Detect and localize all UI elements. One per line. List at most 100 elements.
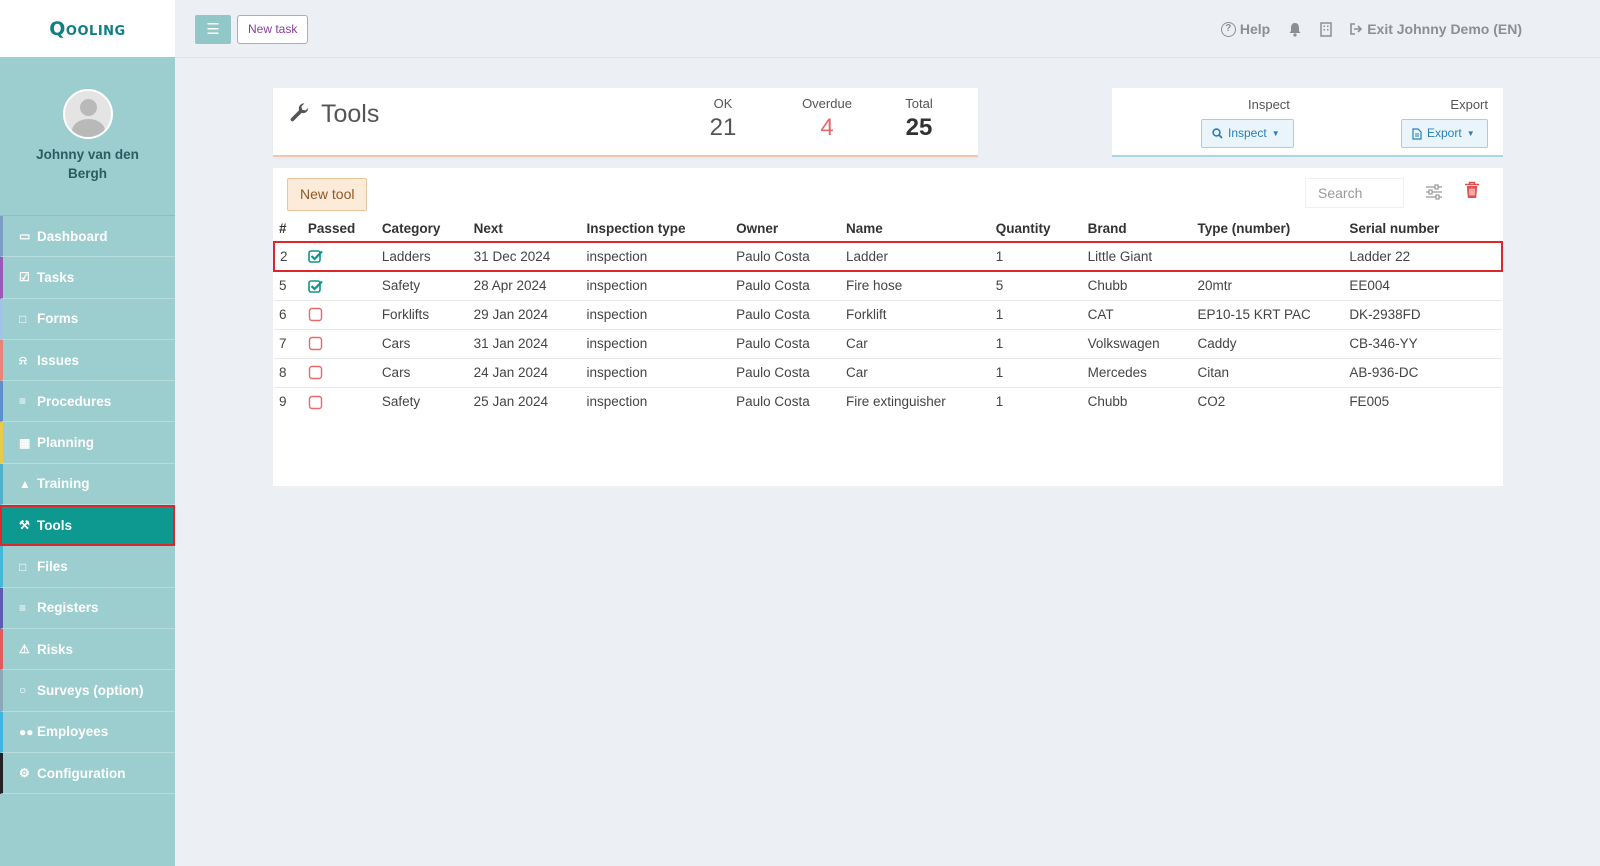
unchecked-checkbox-icon[interactable] bbox=[308, 336, 323, 351]
column-header[interactable]: Owner bbox=[736, 221, 779, 236]
stat-overdue-value: 4 bbox=[820, 114, 834, 141]
column-header[interactable]: Quantity bbox=[995, 221, 1051, 236]
sidebar-item-registers[interactable]: ≡ Registers bbox=[0, 587, 175, 629]
sidebar-item-training[interactable]: ▲ Training bbox=[0, 463, 175, 506]
table-row[interactable]: 2 Ladders 31 Dec 2024 inspection Paulo Costa… bbox=[273, 241, 1503, 272]
serial-cell: EE004 bbox=[1344, 270, 1502, 300]
table-header-row: # Passed Category Next Inspection type Owner N… bbox=[274, 216, 1502, 242]
inspection-type-cell: inspection bbox=[581, 328, 732, 358]
quantity-cell: 1 bbox=[990, 357, 1083, 387]
sidebar-item-issues[interactable]: ⍾ Issues bbox=[0, 339, 175, 382]
unchecked-checkbox-icon[interactable] bbox=[308, 365, 323, 380]
column-header[interactable]: Inspection type bbox=[586, 221, 686, 236]
notifications-button[interactable] bbox=[1288, 22, 1302, 37]
sidebar-item-label: Tools bbox=[37, 517, 72, 533]
table-row[interactable]: 6 Forklifts 29 Jan 2024 inspection Paulo Cos… bbox=[274, 299, 1502, 329]
sliders-icon[interactable] bbox=[1425, 183, 1443, 201]
sidebar-item-label: Forms bbox=[37, 311, 79, 327]
sidebar-item-dashboard[interactable]: ▭ Dashboard bbox=[0, 216, 175, 258]
inspect-button[interactable]: Inspect ▼ bbox=[1201, 119, 1294, 148]
unchecked-checkbox-icon[interactable] bbox=[308, 307, 323, 322]
exit-link[interactable]: Exit Johnny Demo (EN) bbox=[1350, 21, 1522, 37]
sidebar-item-label: Configuration bbox=[37, 765, 126, 781]
tools-panel: New tool # Passed Category Next Inspection t… bbox=[273, 168, 1503, 486]
stat-ok[interactable]: OK 21 bbox=[683, 96, 763, 142]
bell-icon: ⍾ bbox=[19, 352, 27, 367]
sidebar-item-label: Issues bbox=[37, 352, 80, 368]
category-cell: Safety bbox=[376, 386, 469, 416]
logo[interactable]: Qooling bbox=[49, 17, 126, 40]
type-number-cell: Citan bbox=[1192, 357, 1345, 387]
hamburger-icon: ☰ bbox=[206, 21, 220, 38]
column-header[interactable]: # bbox=[279, 221, 287, 236]
passed-cell bbox=[302, 241, 377, 272]
passed-cell bbox=[302, 299, 377, 329]
sidebar-item-tools[interactable]: ⚒ Tools bbox=[0, 505, 175, 547]
column-header[interactable]: Category bbox=[381, 221, 441, 236]
stat-total-value: 25 bbox=[905, 114, 933, 141]
logo-area[interactable]: Qooling bbox=[0, 0, 175, 57]
help-link[interactable]: ? Help bbox=[1220, 21, 1270, 37]
table-row[interactable]: 5 Safety 28 Apr 2024 inspection Paulo Costa F… bbox=[274, 270, 1502, 300]
search-input[interactable] bbox=[1305, 178, 1404, 208]
building-icon bbox=[1320, 21, 1332, 37]
column-header[interactable]: Passed bbox=[307, 221, 356, 236]
trash-icon[interactable] bbox=[1464, 181, 1480, 199]
sidebar-item-label: Employees bbox=[37, 724, 109, 740]
quantity-cell: 5 bbox=[990, 270, 1083, 300]
stat-ok-label: OK bbox=[713, 96, 733, 111]
sidebar-item-planning[interactable]: ▦ Planning bbox=[0, 422, 175, 464]
menu-toggle-button[interactable]: ☰ bbox=[195, 15, 231, 44]
sidebar-nav: ▭ Dashboard ☑ Tasks □ Forms ⍾ Issues ≡ Procedures… bbox=[0, 216, 175, 795]
user-name: Johnny van den Bergh bbox=[36, 147, 139, 181]
brand-cell: Chubb bbox=[1082, 270, 1193, 300]
stat-overdue[interactable]: Overdue 4 bbox=[787, 96, 867, 142]
sidebar-item-forms[interactable]: □ Forms bbox=[0, 298, 175, 340]
column-header[interactable]: Name bbox=[846, 221, 883, 236]
column-header[interactable]: Type (number) bbox=[1197, 221, 1291, 236]
stat-total[interactable]: Total 25 bbox=[879, 96, 959, 142]
next-cell: 28 Apr 2024 bbox=[468, 270, 582, 300]
sidebar-item-employees[interactable]: ●● Employees bbox=[0, 711, 175, 753]
type-number-cell: 20mtr bbox=[1192, 270, 1345, 300]
document-icon bbox=[1412, 127, 1422, 140]
brand-cell: Volkswagen bbox=[1082, 328, 1193, 358]
type-number-cell: CO2 bbox=[1192, 386, 1345, 416]
column-header[interactable]: Next bbox=[473, 221, 503, 236]
num-cell: 6 bbox=[274, 299, 303, 329]
sidebar-item-procedures[interactable]: ≡ Procedures bbox=[0, 381, 175, 423]
column-header[interactable]: Serial number bbox=[1349, 221, 1440, 236]
checked-checkbox-icon[interactable] bbox=[308, 279, 323, 294]
table-row[interactable]: 9 Safety 25 Jan 2024 inspection Paulo Costa F… bbox=[274, 386, 1502, 416]
sidebar-item-tasks[interactable]: ☑ Tasks bbox=[0, 257, 175, 299]
building-button[interactable] bbox=[1320, 21, 1332, 37]
table-row[interactable]: 7 Cars 31 Jan 2024 inspection Paulo Costa Car… bbox=[274, 328, 1502, 358]
owner-cell: Paulo Costa bbox=[731, 270, 841, 300]
category-cell: Safety bbox=[376, 270, 469, 300]
sidebar-item-files[interactable]: □ Files bbox=[0, 546, 175, 588]
file-icon: □ bbox=[19, 311, 27, 326]
unchecked-checkbox-icon[interactable] bbox=[308, 395, 323, 410]
quantity-cell: 1 bbox=[990, 386, 1083, 416]
checked-checkbox-icon[interactable] bbox=[308, 249, 323, 264]
list-icon: ≡ bbox=[19, 600, 27, 615]
name-cell: Car bbox=[841, 328, 991, 358]
name-cell: Fire extinguisher bbox=[841, 386, 991, 416]
serial-cell: Ladder 22 bbox=[1344, 241, 1503, 272]
next-cell: 31 Jan 2024 bbox=[468, 328, 582, 358]
next-cell: 24 Jan 2024 bbox=[468, 357, 582, 387]
comment-icon: ○ bbox=[19, 683, 27, 698]
new-task-button[interactable]: New task bbox=[237, 15, 309, 44]
exit-label: Exit Johnny Demo (EN) bbox=[1367, 21, 1522, 37]
num-cell: 9 bbox=[274, 386, 303, 416]
bell-icon bbox=[1289, 22, 1301, 37]
column-header[interactable]: Brand bbox=[1087, 221, 1127, 236]
sidebar-item-risks[interactable]: ⚠ Risks bbox=[0, 628, 175, 671]
list-icon: ≡ bbox=[19, 394, 27, 409]
sidebar-item-surveys-option[interactable]: ○ Surveys (option) bbox=[0, 670, 175, 712]
export-button[interactable]: Export ▼ bbox=[1401, 119, 1488, 148]
sidebar-item-configuration[interactable]: ⚙ Configuration bbox=[0, 752, 175, 795]
new-tool-button[interactable]: New tool bbox=[287, 178, 368, 211]
avatar[interactable] bbox=[62, 89, 113, 139]
table-row[interactable]: 8 Cars 24 Jan 2024 inspection Paulo Costa Car… bbox=[274, 357, 1502, 387]
